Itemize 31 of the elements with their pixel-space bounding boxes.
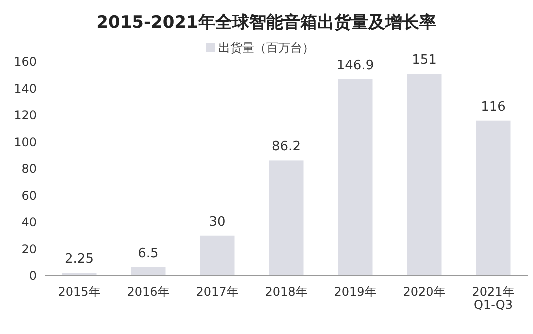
y-tick-label: 60: [22, 188, 37, 203]
y-tick-label: 160: [14, 55, 37, 69]
bar: [338, 80, 373, 276]
bar: [407, 74, 442, 276]
y-tick-label: 20: [22, 242, 37, 256]
x-tick-label: 2017年: [196, 285, 239, 299]
bar: [476, 120, 511, 276]
x-tick-label: 2015年: [58, 285, 101, 299]
bar: [131, 267, 166, 276]
x-tick-label: 2021年 Q1-Q3: [472, 285, 515, 312]
y-tick-label: 0: [29, 269, 37, 283]
text: 2.25: [65, 252, 94, 267]
y-tick-label: 100: [14, 135, 37, 150]
text: 6.5: [138, 246, 159, 262]
y-tick-label: 40: [22, 216, 37, 230]
y-tick-label: 80: [22, 162, 37, 176]
bar: [200, 236, 235, 276]
text: 30: [209, 214, 226, 230]
text: 146.9: [336, 58, 374, 74]
y-tick-label: 120: [14, 108, 37, 122]
x-tick-label: 2019年: [334, 285, 377, 299]
y-tick-label: 140: [14, 82, 37, 96]
x-tick-label: 2018年: [265, 285, 308, 299]
bar: [269, 160, 304, 276]
text: 116: [481, 100, 506, 115]
legend: 出货量（百万台）: [206, 41, 314, 55]
text: 151: [412, 53, 437, 68]
x-tick-label: 2020年: [403, 285, 446, 299]
x-tick-label: 2016年: [127, 285, 170, 299]
chart-title: 2015-2021年全球智能音箱出货量及增长率: [96, 13, 436, 33]
text: 86.2: [272, 140, 301, 155]
